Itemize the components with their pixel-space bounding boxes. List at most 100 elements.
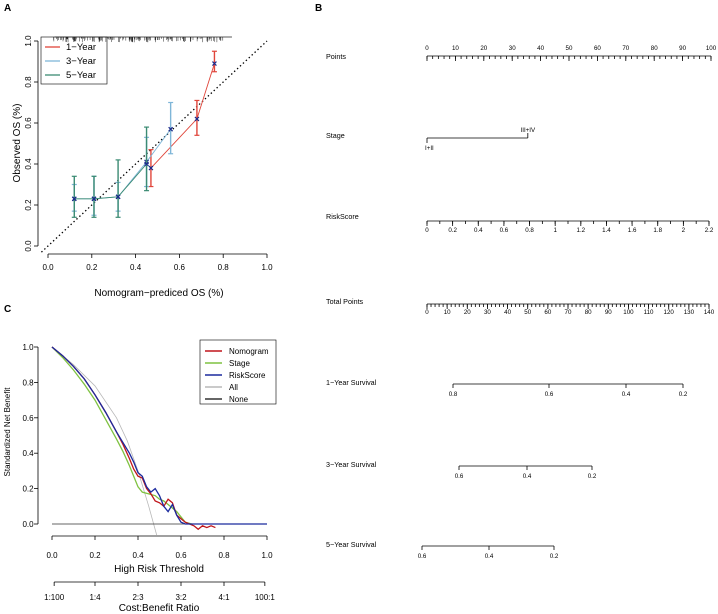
- nomogram-1-year-survival-tick-label: 0.2: [679, 391, 688, 398]
- nomogram-riskscore-tick-label: 0.4: [474, 227, 483, 234]
- panel-label-a: A: [4, 3, 11, 14]
- calibration-line-1-year: [150, 63, 215, 169]
- nomogram-riskscore-tick-label: 0.8: [525, 227, 534, 234]
- calibration-point-1-year: [148, 165, 154, 171]
- dca-xlabel: High Risk Threshold: [114, 564, 204, 575]
- dca-legend: Nomogram Stage RiskScore All None: [199, 339, 277, 405]
- nomogram-points-tick-label: 100: [706, 45, 717, 52]
- calibration-ytick-label: 1.0: [24, 35, 33, 47]
- dca-ytick-label: 0.2: [22, 485, 34, 494]
- dca-xtick-label: 0.8: [218, 551, 230, 560]
- calibration-point-5-year: [71, 196, 77, 202]
- calibration-point-3-year: [168, 126, 174, 132]
- calibration-legend: 1−Year 3−Year 5−Year: [40, 36, 108, 85]
- dca-x2tick-label: 1:4: [89, 593, 101, 602]
- dca-ytick-label: 1.0: [22, 343, 34, 352]
- dca-xtick-label: 0.4: [132, 551, 144, 560]
- dca-curve-stage: [51, 346, 192, 525]
- nomogram-riskscore-tick-label: 0.2: [448, 227, 457, 234]
- nomogram-1-year-survival-tick-label: 0.8: [449, 391, 458, 398]
- nomogram-riskscore-tick-label: 1.2: [577, 227, 586, 234]
- calibration-ytick-label: 0.4: [24, 158, 33, 170]
- nomogram-stage-category-label: III+IV: [521, 127, 536, 134]
- calibration-xlabel: Nomogram−prediced OS (%): [94, 288, 223, 299]
- dca-x2tick-label: 1:100: [44, 593, 65, 602]
- panel-label-c: C: [4, 304, 11, 315]
- dca-ytick-label: 0.6: [22, 414, 34, 423]
- nomogram-stage-category-label: I+II: [425, 145, 434, 152]
- calibration-line-3-year: [74, 128, 172, 200]
- nomogram-points-tick-label: 0: [425, 45, 429, 52]
- nomogram-points-tick-label: 40: [537, 45, 544, 52]
- nomogram-total-points-tick-label: 120: [664, 309, 675, 316]
- dca-xtick-label: 1.0: [261, 551, 273, 560]
- nomogram-row-label-riskscore: RiskScore: [326, 212, 359, 221]
- legend-label-5-year: 5−Year: [66, 70, 96, 81]
- nomogram-points-tick-label: 20: [480, 45, 487, 52]
- nomogram-points-tick-label: 50: [566, 45, 573, 52]
- nomogram-riskscore-tick-label: 0: [425, 227, 429, 234]
- nomogram-row-label-total-points: Total Points: [326, 297, 364, 306]
- nomogram-total-points-tick-label: 0: [425, 309, 429, 316]
- calibration-xtick-label: 0.8: [218, 263, 230, 272]
- dca-legend-label-none: None: [229, 395, 249, 404]
- nomogram-5-year-survival-tick-label: 0.4: [485, 553, 494, 560]
- nomogram-3-year-survival-tick-label: 0.2: [588, 473, 597, 480]
- nomogram-total-points-tick-label: 70: [565, 309, 572, 316]
- nomogram-riskscore-tick-label: 1.8: [653, 227, 662, 234]
- nomogram-total-points-tick-label: 20: [464, 309, 471, 316]
- dca-x2tick-label: 2:3: [132, 593, 144, 602]
- nomogram-total-points-tick-label: 30: [484, 309, 491, 316]
- calibration-xtick-label: 1.0: [261, 263, 273, 272]
- nomogram-row-label-1-year-survival: 1−Year Survival: [326, 378, 377, 387]
- nomogram-total-points-tick-label: 60: [544, 309, 551, 316]
- dca-plot-area: [51, 346, 267, 535]
- nomogram-total-points-tick-label: 100: [623, 309, 634, 316]
- nomogram-points-tick-label: 90: [679, 45, 686, 52]
- nomogram-total-points-tick-label: 90: [605, 309, 612, 316]
- nomogram-3-year-survival-tick-label: 0.4: [523, 473, 532, 480]
- dca-legend-label-riskscore: RiskScore: [229, 371, 266, 380]
- dca-x2label: Cost:Benefit Ratio: [119, 603, 200, 614]
- calibration-plot: Observed OS (%) Nomogram−prediced OS (%)…: [12, 35, 273, 299]
- dca-xtick-label: 0.0: [46, 551, 58, 560]
- legend-label-3-year: 3−Year: [66, 56, 96, 67]
- nomogram-total-points-tick-label: 80: [585, 309, 592, 316]
- dca-xtick-label: 0.6: [175, 551, 187, 560]
- dca-ylabel: Standardized Net Benefit: [3, 387, 12, 477]
- calibration-xtick-label: 0.2: [86, 263, 98, 272]
- legend-label-1-year: 1−Year: [66, 42, 96, 53]
- calibration-ytick-label: 0.2: [24, 199, 33, 211]
- nomogram-1-year-survival-tick-label: 0.4: [622, 391, 631, 398]
- calibration-line-5-year: [74, 163, 147, 200]
- nomogram-row-label-stage: Stage: [326, 131, 345, 140]
- nomogram-points-tick-label: 30: [509, 45, 516, 52]
- calibration-ytick-label: 0.6: [24, 117, 33, 129]
- nomogram-5-year-survival-tick-label: 0.6: [418, 553, 427, 560]
- calibration-xtick-label: 0.0: [42, 263, 54, 272]
- nomogram: Points Stage RiskScore Total Points 1−Year S…: [326, 45, 717, 560]
- dca-ytick-label: 0.8: [22, 378, 34, 387]
- nomogram-row-label-3-year-survival: 3−Year Survival: [326, 460, 377, 469]
- calibration-ylabel: Observed OS (%): [12, 104, 23, 183]
- nomogram-riskscore-tick-label: 2.2: [705, 227, 714, 234]
- nomogram-3-year-survival-tick-label: 0.6: [455, 473, 464, 480]
- dca-x2tick-label: 100:1: [255, 593, 276, 602]
- calibration-xtick-label: 0.6: [174, 263, 186, 272]
- calibration-point-5-year: [144, 161, 149, 167]
- nomogram-total-points-tick-label: 110: [644, 309, 654, 316]
- calibration-point-1-year: [212, 61, 217, 66]
- nomogram-total-points-tick-label: 10: [444, 309, 451, 316]
- dca-legend-label-nomogram: Nomogram: [229, 347, 269, 356]
- dca-legend-label-stage: Stage: [229, 359, 250, 368]
- nomogram-total-points-tick-label: 140: [704, 309, 715, 316]
- nomogram-total-points-tick-label: 50: [524, 309, 531, 316]
- dca-xtick-label: 0.2: [89, 551, 101, 560]
- nomogram-row-label-5-year-survival: 5−Year Survival: [326, 540, 377, 549]
- dca-x2tick-label: 3:2: [175, 593, 187, 602]
- dca-x2tick-label: 4:1: [218, 593, 230, 602]
- calibration-ytick-label: 0.0: [24, 240, 33, 252]
- dca-curve-riskscore: [51, 346, 267, 525]
- nomogram-riskscore-tick-label: 1.6: [628, 227, 637, 234]
